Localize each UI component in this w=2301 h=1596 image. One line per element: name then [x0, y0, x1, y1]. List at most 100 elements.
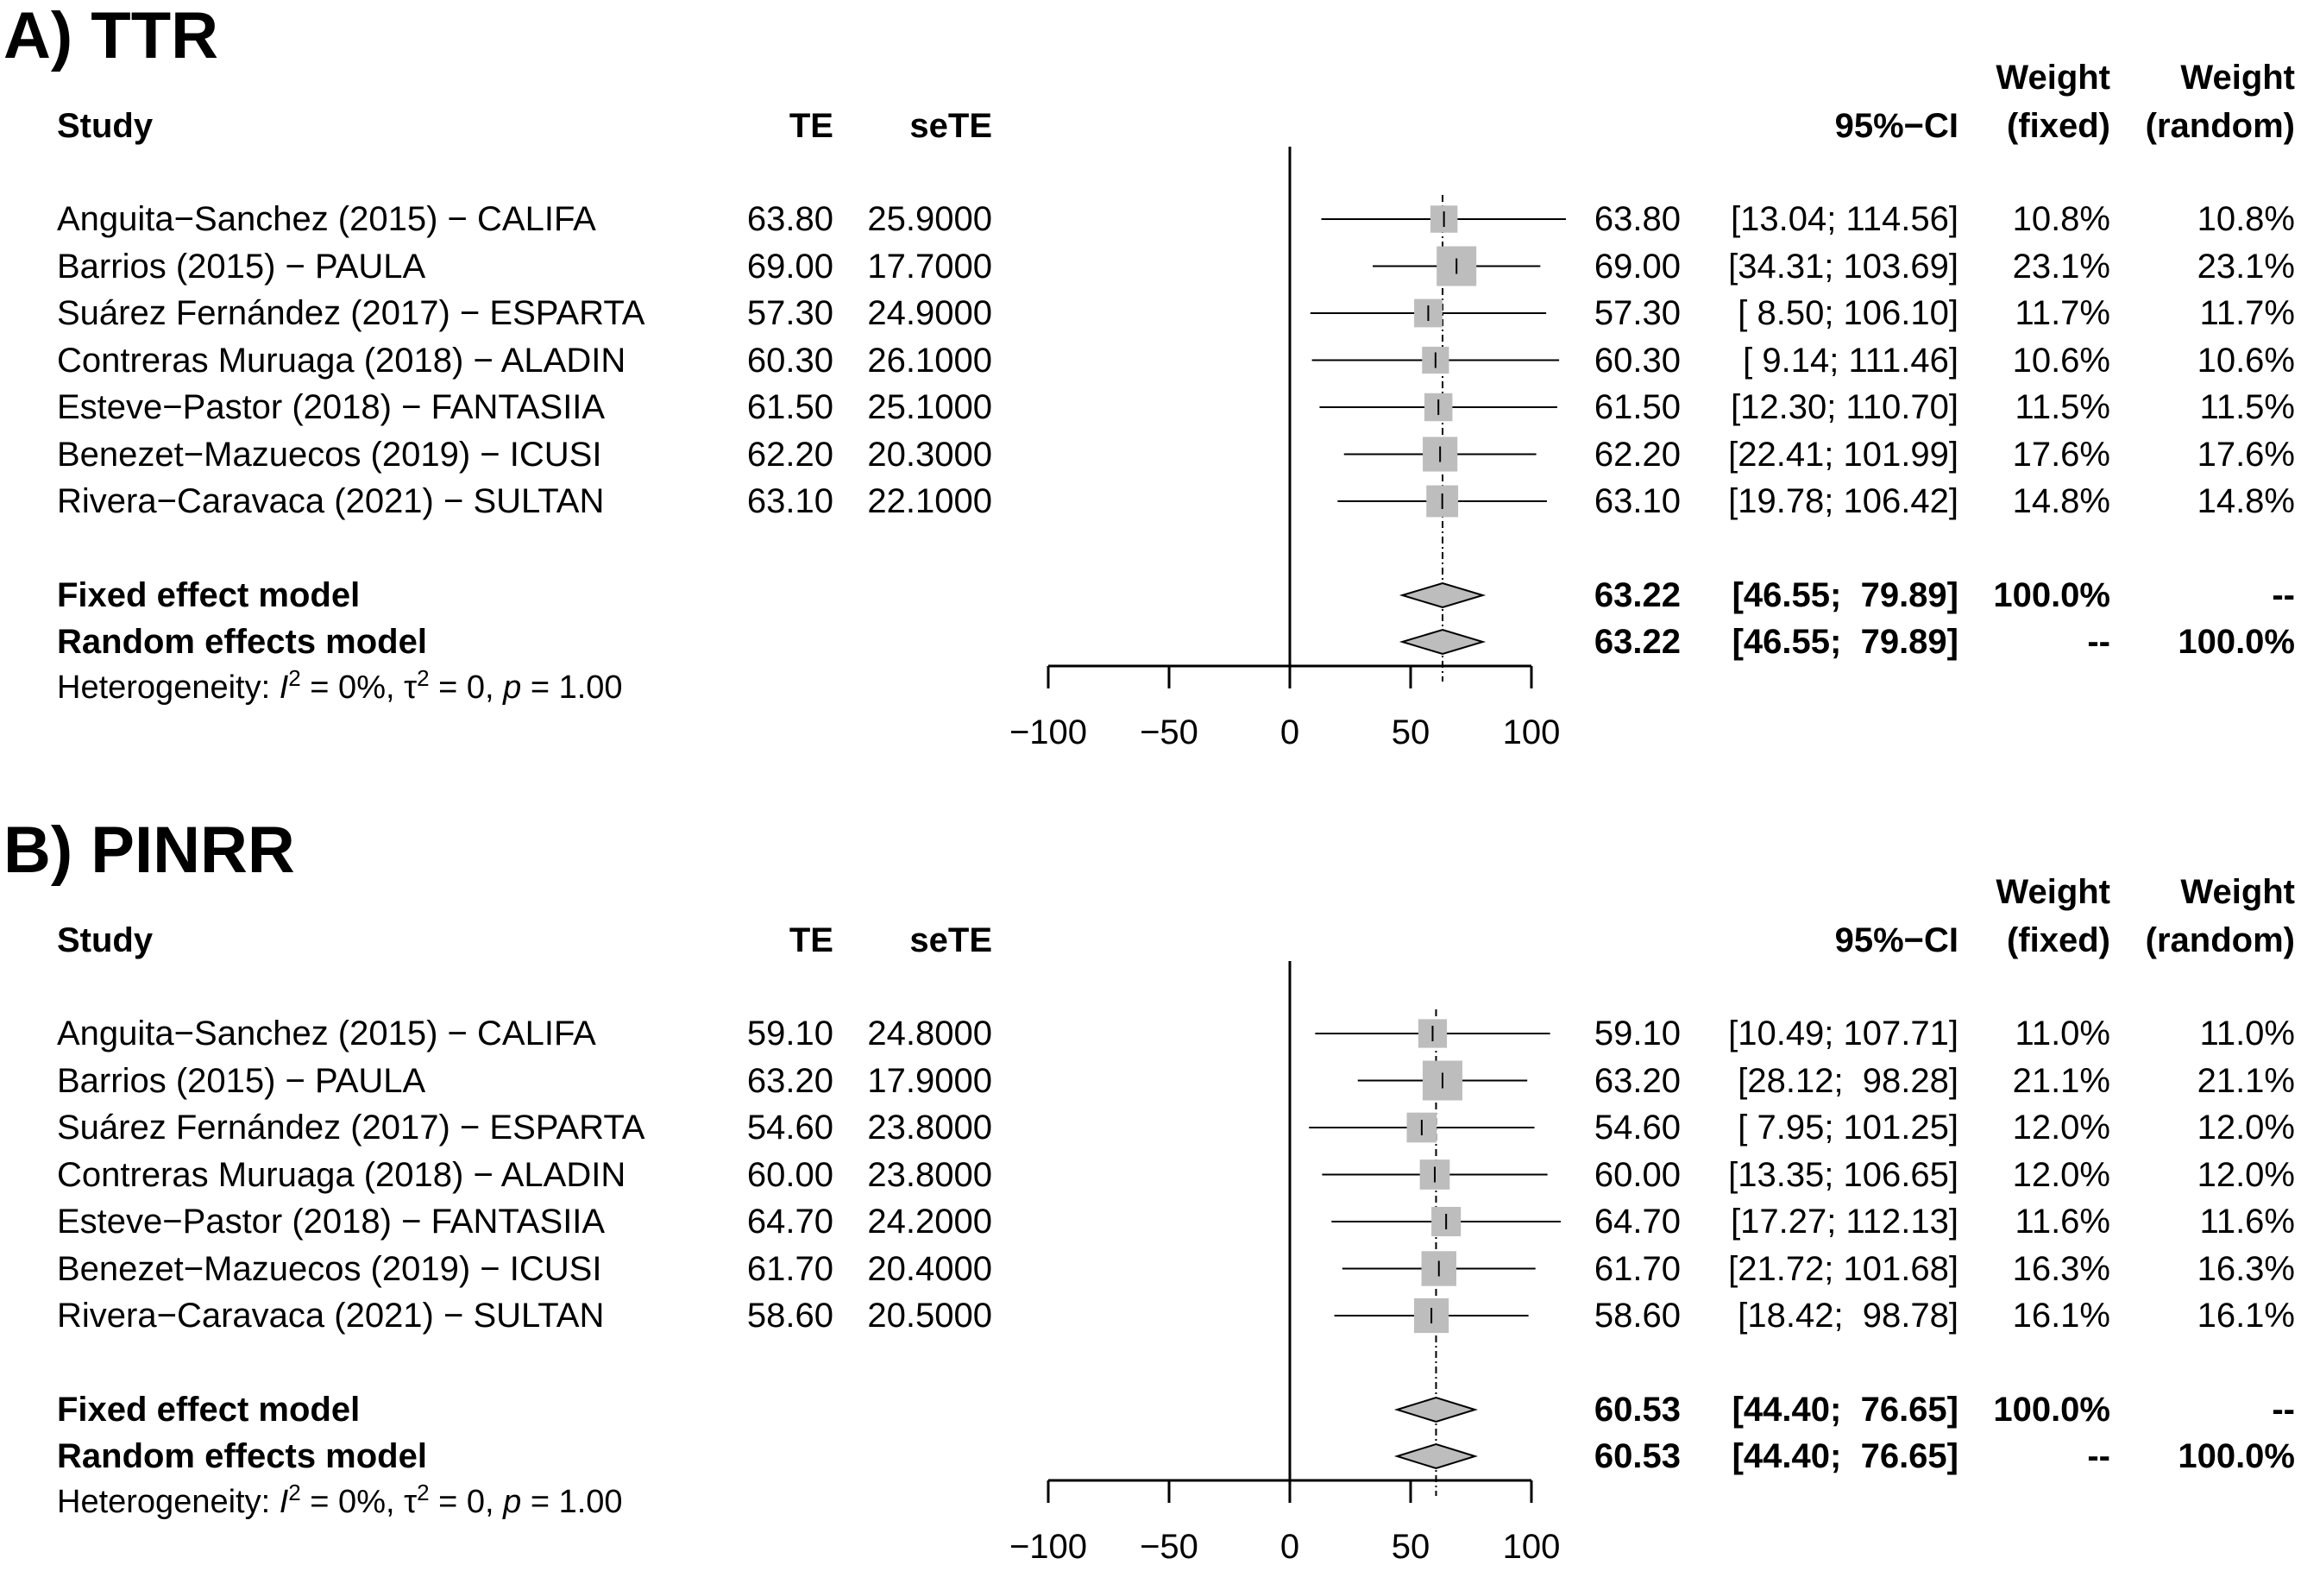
study-weight-random: 23.1% — [2197, 247, 2295, 286]
fixed-model-label: Fixed effect model — [57, 1391, 361, 1429]
study-ci: [34.31; 103.69] — [1728, 247, 1958, 286]
study-weight-fixed: 11.7% — [2015, 294, 2110, 332]
study-te: 60.00 — [746, 1155, 833, 1194]
heterogeneity-statistics: Heterogeneity: I2 = 0%, τ2 = 0, p = 1.00 — [57, 1481, 623, 1520]
tau-squared-symbol: τ — [404, 669, 418, 706]
study-weight-fixed: 23.1% — [2012, 247, 2110, 286]
study-estimate: 59.10 — [1594, 1015, 1681, 1052]
x-axis-tick-label: 100 — [1503, 1528, 1561, 1566]
x-axis-tick-label: 50 — [1392, 1528, 1430, 1566]
study-weight-random: 11.0% — [2199, 1015, 2295, 1052]
header-ci: 95%−CI — [1834, 107, 1958, 145]
heterogeneity-prefix: Heterogeneity: — [57, 669, 280, 706]
header-weight-fixed: Weight — [1996, 59, 2110, 97]
i-squared-value: = 0%, — [300, 669, 405, 706]
study-name: Barrios (2015) − PAULA — [57, 247, 426, 286]
random-model-weight-random: 100.0% — [2178, 1437, 2295, 1475]
i-squared-symbol: I — [279, 1484, 289, 1520]
random-model-estimate: 63.22 — [1594, 623, 1681, 661]
study-sete: 20.3000 — [867, 435, 992, 474]
panel-title: B) PINRR — [3, 814, 295, 887]
fixed-model-weight-random: -- — [2272, 1391, 2295, 1429]
study-name: Benezet−Mazuecos (2019) − ICUSI — [57, 435, 602, 474]
study-estimate: 63.20 — [1594, 1061, 1681, 1100]
study-sete: 20.4000 — [867, 1249, 992, 1288]
study-sete: 22.1000 — [867, 482, 992, 520]
study-ci: [ 7.95; 101.25] — [1738, 1109, 1958, 1147]
fixed-model-ci: [44.40; 76.65] — [1732, 1391, 1958, 1429]
study-sete: 23.8000 — [867, 1109, 992, 1147]
study-estimate: 62.20 — [1594, 435, 1681, 474]
study-weight-random: 11.6% — [2199, 1203, 2295, 1241]
p-value-symbol: p — [503, 669, 522, 706]
study-ci: [17.27; 112.13] — [1731, 1203, 1958, 1241]
study-sete: 25.9000 — [867, 200, 992, 238]
study-estimate: 61.50 — [1594, 388, 1681, 426]
study-sete: 20.5000 — [867, 1297, 992, 1335]
study-ci: [13.04; 114.56] — [1731, 200, 1958, 238]
study-estimate: 57.30 — [1594, 294, 1681, 332]
study-te: 61.70 — [746, 1249, 833, 1288]
fixed-model-diamond — [1399, 581, 1487, 609]
i-squared-symbol: I — [279, 669, 289, 706]
fixed-model-weight-random: -- — [2272, 576, 2295, 614]
study-sete: 17.7000 — [867, 247, 992, 286]
study-weight-fixed: 14.8% — [2012, 482, 2110, 520]
study-estimate: 63.10 — [1594, 482, 1681, 520]
study-weight-random: 11.7% — [2199, 294, 2295, 332]
random-model-ci: [46.55; 79.89] — [1732, 623, 1958, 661]
study-te: 58.60 — [746, 1297, 833, 1335]
tau-squared-value: = 0, — [429, 1484, 504, 1520]
study-weight-random: 16.3% — [2197, 1249, 2295, 1288]
x-axis-tick-label: −100 — [1009, 713, 1087, 751]
forest-plot-panel-a: A) TTR Weight Weight Study TE seTE 95%−CI (fixe… — [0, 0, 2301, 782]
study-name: Rivera−Caravaca (2021) − SULTAN — [57, 482, 605, 520]
study-te: 62.20 — [746, 435, 833, 474]
forest-plot-panel-b: B) PINRR Weight Weight Study TE seTE 95%−CI (fi… — [0, 814, 2301, 1596]
study-te: 63.20 — [746, 1061, 833, 1100]
random-model-label: Random effects model — [57, 1437, 427, 1475]
study-weight-random: 12.0% — [2197, 1109, 2295, 1147]
fixed-model-diamond — [1393, 1396, 1478, 1423]
study-estimate: 58.60 — [1594, 1297, 1681, 1335]
study-te: 54.60 — [746, 1109, 833, 1147]
random-model-diamond — [1393, 1442, 1478, 1470]
fixed-model-estimate: 63.22 — [1594, 576, 1681, 614]
study-weight-fixed: 21.1% — [2012, 1061, 2110, 1100]
tau-squared-exponent: 2 — [417, 1480, 430, 1505]
fixed-model-estimate: 60.53 — [1594, 1391, 1681, 1429]
study-name: Contreras Muruaga (2018) − ALADIN — [57, 341, 626, 380]
random-model-ci: [44.40; 76.65] — [1732, 1437, 1958, 1475]
study-te: 59.10 — [746, 1015, 833, 1052]
study-ci: [ 9.14; 111.46] — [1743, 341, 1958, 380]
study-name: Esteve−Pastor (2018) − FANTASIIA — [57, 1203, 606, 1241]
fixed-model-label: Fixed effect model — [57, 576, 361, 614]
study-ci: [28.12; 98.28] — [1738, 1061, 1958, 1100]
x-axis-tick-label: 100 — [1503, 713, 1561, 751]
study-weight-fixed: 10.6% — [2012, 341, 2110, 380]
header-random: (random) — [2145, 107, 2295, 145]
study-weight-fixed: 16.3% — [2012, 1249, 2110, 1288]
study-weight-random: 10.8% — [2197, 200, 2295, 238]
random-model-diamond — [1399, 628, 1487, 656]
study-ci: [12.30; 110.70] — [1731, 388, 1958, 426]
study-sete: 24.9000 — [867, 294, 992, 332]
study-name: Benezet−Mazuecos (2019) − ICUSI — [57, 1249, 602, 1288]
study-name: Esteve−Pastor (2018) − FANTASIIA — [57, 388, 606, 426]
study-sete: 24.2000 — [867, 1203, 992, 1241]
study-sete: 26.1000 — [867, 341, 992, 380]
random-model-estimate: 60.53 — [1594, 1437, 1681, 1475]
random-model-weight-random: 100.0% — [2178, 623, 2295, 661]
study-te: 64.70 — [746, 1203, 833, 1241]
study-te: 57.30 — [746, 294, 833, 332]
study-estimate: 64.70 — [1594, 1203, 1681, 1241]
study-ci: [19.78; 106.42] — [1728, 482, 1958, 520]
fixed-model-weight-fixed: 100.0% — [1993, 1391, 2110, 1429]
study-weight-fixed: 11.5% — [2015, 388, 2110, 426]
tau-squared-symbol: τ — [404, 1484, 418, 1520]
study-estimate: 54.60 — [1594, 1109, 1681, 1147]
x-axis-tick-label: −50 — [1140, 713, 1198, 751]
fixed-model-ci: [46.55; 79.89] — [1732, 576, 1958, 614]
study-estimate: 60.30 — [1594, 341, 1681, 380]
study-weight-fixed: 11.6% — [2015, 1203, 2110, 1241]
